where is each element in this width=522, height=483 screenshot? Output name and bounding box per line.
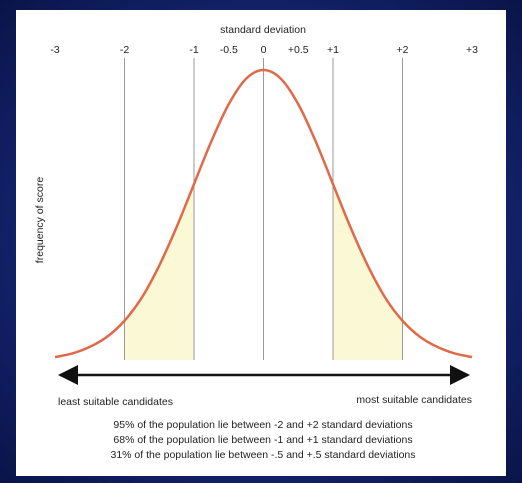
x-tick-label: -2 — [120, 44, 129, 56]
x-tick-label: -1 — [189, 44, 198, 56]
x-tick-label: +3 — [466, 44, 478, 56]
note: 95% of the population lie between -2 and… — [113, 419, 412, 431]
x-axis-label: standard deviation — [220, 24, 306, 36]
x-tick-label: +2 — [397, 44, 409, 56]
x-tick-label: +0.5 — [288, 44, 309, 56]
note: 31% of the population lie between -.5 an… — [110, 449, 415, 461]
x-tick-label: +1 — [327, 44, 339, 56]
arrow-label-left: least suitable candidates — [58, 396, 173, 408]
bell-curve — [54, 68, 473, 359]
note: 68% of the population lie between -1 and… — [113, 434, 412, 446]
y-axis-label: frequency of score — [34, 177, 46, 264]
x-tick-label: 0 — [261, 44, 267, 56]
arrow-label-right: most suitable candidates — [356, 394, 472, 406]
x-tick-label: -3 — [50, 44, 59, 56]
panel — [16, 10, 506, 476]
x-tick-label: -0.5 — [220, 44, 238, 56]
